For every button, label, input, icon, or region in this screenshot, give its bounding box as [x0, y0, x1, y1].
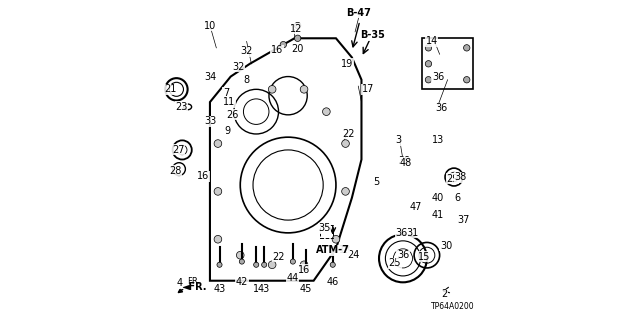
- Circle shape: [300, 261, 308, 269]
- Text: 32: 32: [232, 62, 245, 72]
- Text: 5: 5: [372, 177, 379, 187]
- Text: 33: 33: [204, 116, 216, 126]
- Text: 8: 8: [244, 75, 250, 85]
- Text: 47: 47: [410, 202, 422, 212]
- Text: 12: 12: [290, 24, 302, 34]
- Text: 31: 31: [406, 228, 419, 238]
- Text: 43: 43: [213, 284, 226, 294]
- Circle shape: [280, 41, 287, 48]
- Circle shape: [425, 61, 431, 67]
- Text: 1: 1: [253, 284, 259, 294]
- Text: 21: 21: [164, 84, 176, 94]
- Circle shape: [463, 45, 470, 51]
- Text: 11: 11: [223, 97, 236, 107]
- Text: 36: 36: [396, 228, 408, 238]
- Text: 36: 36: [435, 103, 447, 114]
- Circle shape: [330, 262, 335, 267]
- Text: 16: 16: [298, 264, 310, 275]
- Text: 16: 16: [271, 45, 283, 56]
- Text: 22: 22: [342, 129, 355, 139]
- Text: 26: 26: [226, 110, 239, 120]
- Text: 13: 13: [432, 135, 444, 145]
- Text: 10: 10: [204, 20, 216, 31]
- Text: 17: 17: [362, 84, 374, 94]
- Circle shape: [303, 265, 308, 271]
- Text: 9: 9: [225, 126, 230, 136]
- Text: 34: 34: [204, 71, 216, 82]
- Text: 45: 45: [300, 284, 312, 294]
- Circle shape: [300, 85, 308, 93]
- Text: 38: 38: [454, 172, 467, 182]
- Text: 40: 40: [432, 193, 444, 203]
- Circle shape: [323, 108, 330, 115]
- Circle shape: [425, 77, 431, 83]
- Text: 6: 6: [454, 193, 460, 203]
- Text: 7: 7: [223, 87, 229, 98]
- Text: 48: 48: [400, 158, 412, 168]
- Text: 27: 27: [172, 145, 184, 155]
- Text: ◄FR.: ◄FR.: [182, 282, 208, 292]
- Circle shape: [291, 259, 296, 264]
- Text: 2: 2: [442, 289, 447, 299]
- Text: FR.: FR.: [179, 277, 201, 292]
- Circle shape: [294, 22, 301, 29]
- Text: 15: 15: [417, 252, 430, 262]
- Text: 22: 22: [272, 252, 285, 262]
- Text: 25: 25: [388, 258, 401, 268]
- Text: 41: 41: [432, 210, 444, 220]
- Circle shape: [253, 262, 259, 267]
- Text: ATM-7: ATM-7: [316, 245, 349, 256]
- Text: B-35: B-35: [360, 30, 385, 40]
- Circle shape: [239, 259, 244, 264]
- Circle shape: [425, 45, 431, 51]
- Text: TP64A0200: TP64A0200: [431, 302, 475, 311]
- Text: B-47: B-47: [346, 8, 371, 18]
- Text: 19: 19: [341, 59, 353, 69]
- Circle shape: [236, 251, 244, 259]
- Circle shape: [268, 85, 276, 93]
- Circle shape: [268, 261, 276, 269]
- Text: 29: 29: [446, 174, 459, 184]
- Text: 36: 36: [397, 250, 409, 260]
- Text: 37: 37: [458, 215, 470, 225]
- Circle shape: [294, 35, 301, 41]
- Text: 16: 16: [197, 171, 210, 181]
- Circle shape: [463, 77, 470, 83]
- Text: 35: 35: [319, 223, 331, 233]
- Text: 32: 32: [241, 46, 253, 56]
- Text: 4: 4: [177, 278, 182, 288]
- Text: 23: 23: [175, 102, 188, 112]
- Text: 44: 44: [287, 272, 299, 283]
- Text: 3: 3: [395, 135, 401, 145]
- Text: 28: 28: [170, 166, 182, 176]
- Circle shape: [214, 188, 221, 195]
- Circle shape: [332, 235, 340, 243]
- Circle shape: [342, 188, 349, 195]
- Text: 43: 43: [258, 284, 270, 294]
- Text: 18: 18: [339, 245, 351, 256]
- Circle shape: [342, 140, 349, 147]
- Circle shape: [214, 140, 221, 147]
- Text: 20: 20: [291, 44, 304, 55]
- Text: 36: 36: [432, 71, 444, 82]
- Text: 39: 39: [399, 156, 411, 166]
- Text: 30: 30: [440, 241, 452, 251]
- Circle shape: [214, 235, 221, 243]
- Text: 24: 24: [348, 250, 360, 260]
- Text: 46: 46: [326, 277, 339, 287]
- Text: 14: 14: [426, 36, 438, 47]
- Text: 42: 42: [236, 277, 248, 287]
- Circle shape: [217, 262, 222, 267]
- Circle shape: [262, 262, 267, 267]
